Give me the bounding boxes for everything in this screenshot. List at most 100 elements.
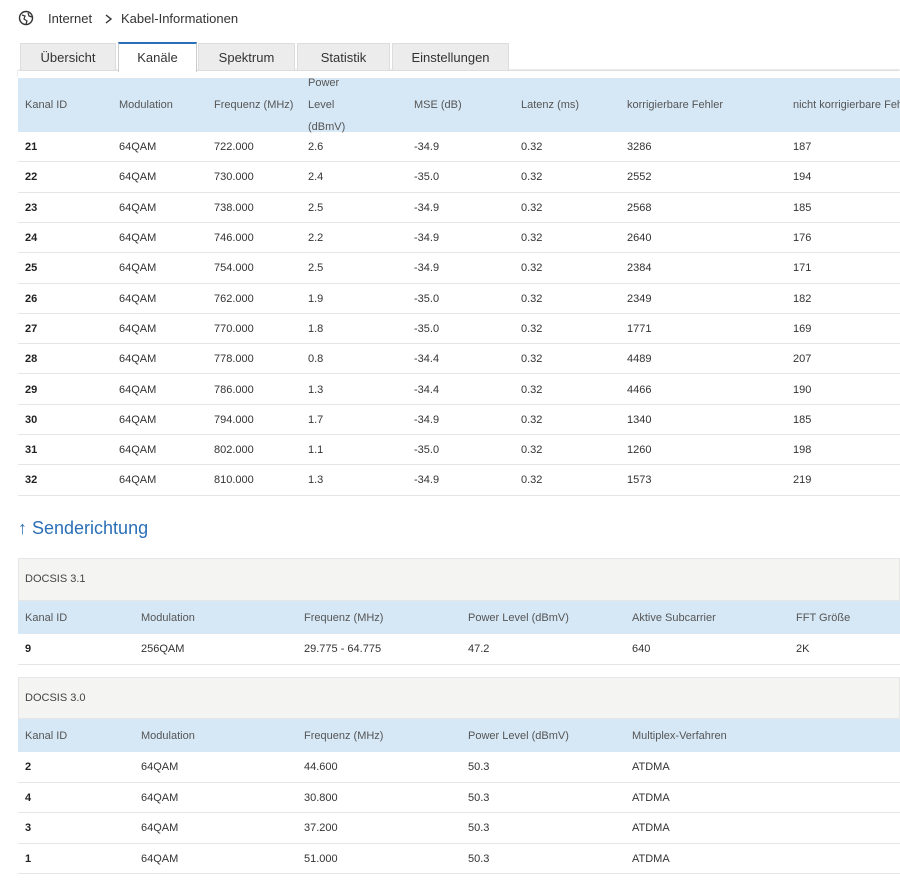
table-cell: 187: [793, 141, 811, 153]
column-header: Power Level (dBmV): [308, 72, 368, 138]
table-cell: 1.7: [308, 414, 323, 426]
table-cell: 171: [793, 262, 811, 274]
table-cell: 219: [793, 474, 811, 486]
table-cell: 207: [793, 353, 811, 365]
column-header: FFT Größe: [796, 612, 850, 624]
table-cell: 64QAM: [119, 141, 156, 153]
row-divider: [18, 192, 900, 193]
column-header: Frequenz (MHz): [214, 99, 293, 111]
table-cell: 64QAM: [119, 444, 156, 456]
table-cell: 190: [793, 384, 811, 396]
table-cell: 0.8: [308, 353, 323, 365]
table-cell: 50.3: [468, 853, 489, 865]
table-cell: 1573: [627, 474, 651, 486]
table-cell: -34.9: [414, 232, 439, 244]
tab[interactable]: Statistik: [297, 43, 390, 70]
table-cell: ATDMA: [632, 761, 670, 773]
table-cell: 185: [793, 414, 811, 426]
table-cell: 2384: [627, 262, 651, 274]
table-cell: 0.32: [521, 474, 542, 486]
table-cell: 198: [793, 444, 811, 456]
table-cell: -35.0: [414, 444, 439, 456]
table-cell: 47.2: [468, 643, 489, 655]
table-cell: 2.2: [308, 232, 323, 244]
column-header: korrigierbare Fehler: [627, 99, 723, 111]
tab[interactable]: Spektrum: [198, 43, 295, 70]
tab[interactable]: Übersicht: [20, 43, 116, 70]
column-header: MSE (dB): [414, 99, 462, 111]
table-cell: 1.9: [308, 293, 323, 305]
row-divider: [18, 782, 900, 783]
table-cell: 28: [25, 353, 37, 365]
table-cell: 2.6: [308, 141, 323, 153]
table-cell: 64QAM: [119, 293, 156, 305]
table-cell: 64QAM: [119, 384, 156, 396]
table-cell: 4466: [627, 384, 651, 396]
table-cell: 1.8: [308, 323, 323, 335]
table-cell: 722.000: [214, 141, 254, 153]
table-cell: 2.4: [308, 171, 323, 183]
table-cell: -34.4: [414, 384, 439, 396]
table-cell: -34.4: [414, 353, 439, 365]
column-header: Frequenz (MHz): [304, 612, 383, 624]
row-divider: [18, 404, 900, 405]
table-cell: 29: [25, 384, 37, 396]
column-header: Modulation: [141, 612, 195, 624]
table-cell: 2.5: [308, 262, 323, 274]
column-header: Frequenz (MHz): [304, 730, 383, 742]
table-cell: 4489: [627, 353, 651, 365]
table-cell: 778.000: [214, 353, 254, 365]
table-cell: 810.000: [214, 474, 254, 486]
table-cell: ATDMA: [632, 822, 670, 834]
table-cell: 21: [25, 141, 37, 153]
table-cell: 44.600: [304, 761, 338, 773]
table-cell: 738.000: [214, 202, 254, 214]
table-cell: 1.3: [308, 384, 323, 396]
table-cell: 31: [25, 444, 37, 456]
table-cell: -34.9: [414, 474, 439, 486]
table-cell: 770.000: [214, 323, 254, 335]
table-cell: 169: [793, 323, 811, 335]
breadcrumb-separator: [105, 14, 113, 24]
tab[interactable]: Kanäle: [118, 42, 197, 72]
table-cell: 26: [25, 293, 37, 305]
content-edge: [18, 71, 900, 78]
table-cell: 64QAM: [119, 202, 156, 214]
table-cell: 786.000: [214, 384, 254, 396]
table-cell: 3: [25, 822, 31, 834]
column-header: Kanal ID: [25, 99, 67, 111]
table-cell: 802.000: [214, 444, 254, 456]
table-cell: 1.3: [308, 474, 323, 486]
table-cell: -35.0: [414, 323, 439, 335]
tab[interactable]: Einstellungen: [392, 43, 509, 70]
table-cell: 22: [25, 171, 37, 183]
column-header: Modulation: [141, 730, 195, 742]
table-cell: 1: [25, 853, 31, 865]
table-cell: ATDMA: [632, 853, 670, 865]
row-divider: [18, 343, 900, 344]
table-cell: 29.775 - 64.775: [304, 643, 381, 655]
breadcrumb-item[interactable]: Internet: [48, 11, 92, 26]
table-cell: 0.32: [521, 141, 542, 153]
table-cell: 2568: [627, 202, 651, 214]
section-title: ↑ Senderichtung: [18, 518, 148, 539]
table-cell: 30.800: [304, 792, 338, 804]
table-cell: 64QAM: [141, 792, 178, 804]
table-cell: 64QAM: [119, 262, 156, 274]
table-cell: 3286: [627, 141, 651, 153]
table-cell: 182: [793, 293, 811, 305]
table-cell: 0.32: [521, 323, 542, 335]
table-cell: 2K: [796, 643, 809, 655]
table-cell: 256QAM: [141, 643, 184, 655]
section-band: [18, 558, 900, 601]
column-header: Kanal ID: [25, 730, 67, 742]
table-cell: 1260: [627, 444, 651, 456]
table-cell: 0.32: [521, 414, 542, 426]
table-cell: 0.32: [521, 262, 542, 274]
table-cell: 194: [793, 171, 811, 183]
row-divider: [18, 283, 900, 284]
band-title: DOCSIS 3.1: [25, 573, 86, 585]
table-cell: -35.0: [414, 293, 439, 305]
table-cell: 1.1: [308, 444, 323, 456]
